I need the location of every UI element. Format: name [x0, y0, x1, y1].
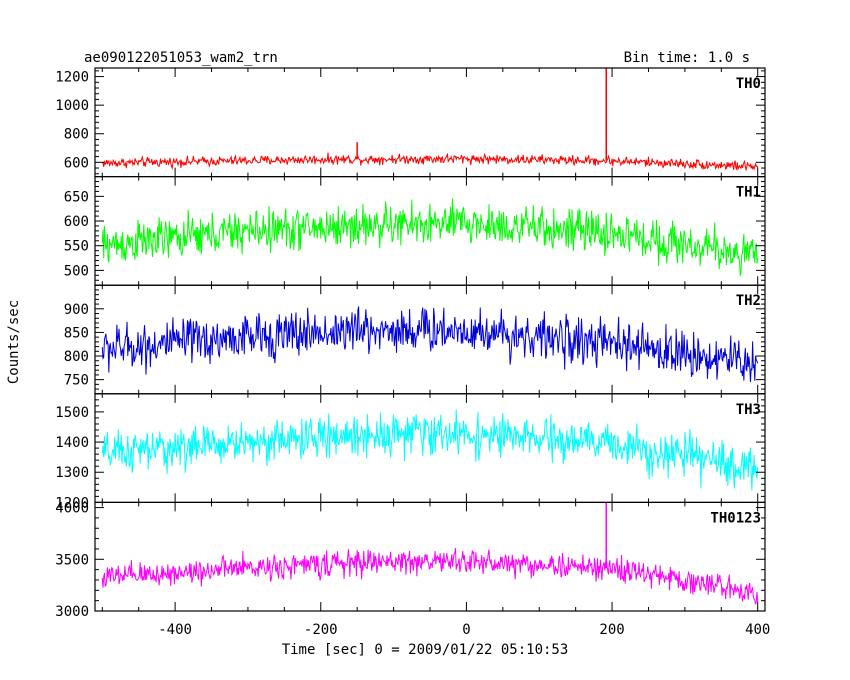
- y-tick-label: 600: [64, 155, 89, 171]
- panel-frame: [94, 176, 766, 286]
- x-tick-label: -400: [158, 622, 192, 638]
- y-tick-label: 1200: [55, 70, 89, 86]
- y-tick-label: 3500: [55, 552, 89, 568]
- panel-frame: [94, 501, 766, 612]
- panel-name-label: TH0: [736, 76, 761, 92]
- series-th3: [101, 409, 759, 491]
- y-tick-label: 3000: [55, 604, 89, 620]
- panel-th2: 750 800 850 900 TH2: [64, 284, 766, 395]
- x-tick-label: 400: [745, 622, 770, 638]
- y-tick-label: 1500: [55, 405, 89, 421]
- y-tick-label: 800: [64, 127, 89, 143]
- y-tick-label: 1300: [55, 465, 89, 481]
- panel-name-label: TH3: [736, 402, 761, 418]
- bin-time-label: Bin time: 1.0 s: [624, 50, 750, 66]
- y-tick-label: 500: [64, 263, 89, 279]
- y-tick-label: 550: [64, 239, 89, 255]
- y-tick-label: 600: [64, 214, 89, 230]
- x-tick-label: 0: [462, 622, 470, 638]
- panel-name-label: TH0123: [710, 510, 761, 526]
- y-tick-label: 800: [64, 349, 89, 365]
- x-tick-label: 200: [599, 622, 624, 638]
- y-tick-label: 1400: [55, 435, 89, 451]
- y-axis-label: Counts/sec: [6, 300, 22, 384]
- panel-th0: 600 800 1000 1200 TH0: [55, 67, 766, 178]
- series-th0: [101, 152, 759, 172]
- y-tick-label: 750: [64, 373, 89, 389]
- panel-name-label: TH1: [736, 185, 761, 201]
- x-tick-label: -200: [304, 622, 338, 638]
- panel-name-label: TH2: [736, 293, 761, 309]
- panel-th0123: 3000 3500 4000 TH0123: [55, 501, 766, 620]
- y-tick-label: 4000: [55, 501, 89, 517]
- panels: 600 800 1000 1200 TH0 500 550 600 650 TH1 750 800 85…: [55, 67, 770, 638]
- x-axis-label: Time [sec] 0 = 2009/01/22 05:10:53: [282, 642, 569, 658]
- y-tick-label: 650: [64, 189, 89, 205]
- y-tick-label: 1200: [55, 495, 89, 511]
- series-th0123: [101, 548, 759, 605]
- series-th2: [101, 306, 759, 382]
- y-tick-label: 1000: [55, 98, 89, 114]
- y-tick-label: 850: [64, 325, 89, 341]
- panel-th3: 1200 1300 1400 1500 TH3: [55, 393, 766, 511]
- plot-title: ae090122051053_wam2_trn: [84, 50, 278, 66]
- y-tick-label: 900: [64, 302, 89, 318]
- panel-th1: 500 550 600 650 TH1: [64, 176, 766, 286]
- series-th1: [101, 198, 759, 277]
